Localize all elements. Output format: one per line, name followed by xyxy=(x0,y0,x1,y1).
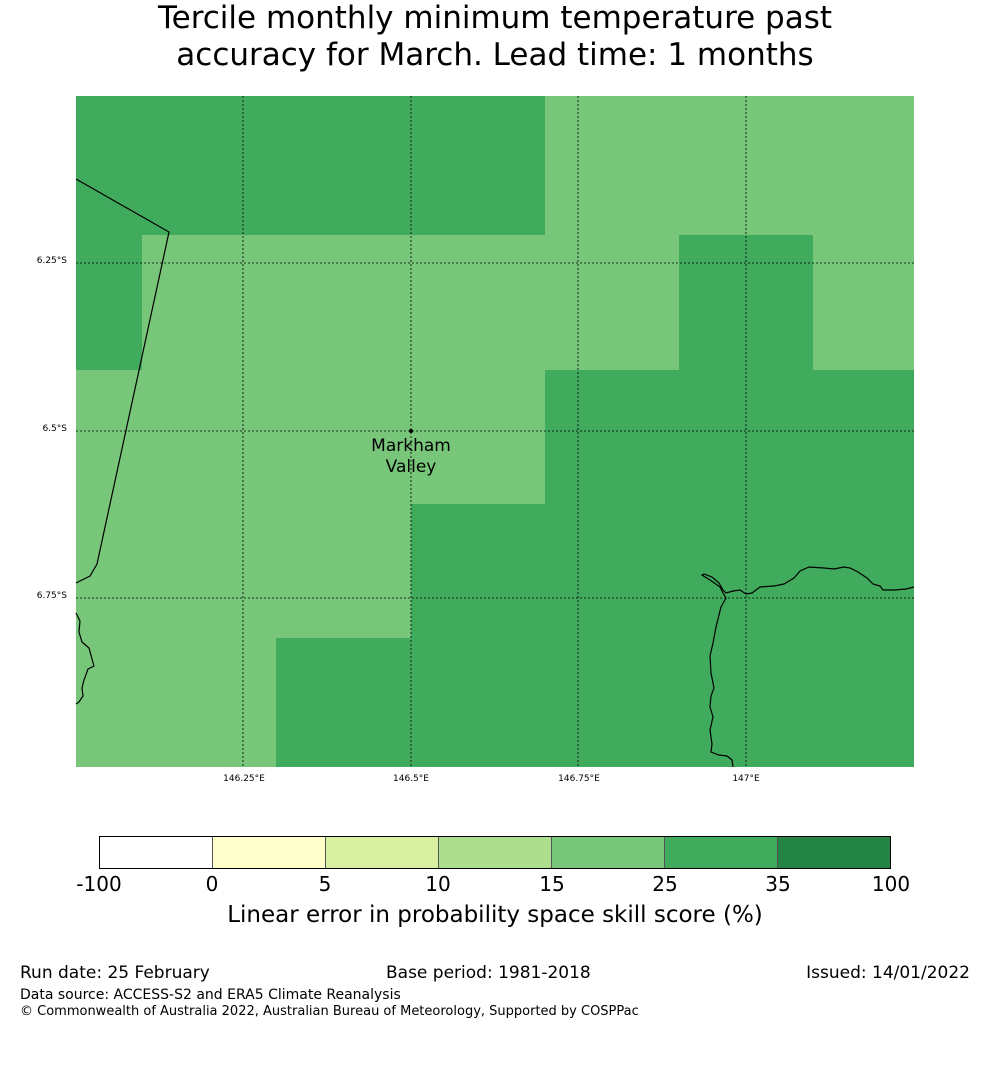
cell-25-35-south xyxy=(276,638,411,767)
data-source: Data source: ACCESS-S2 and ERA5 Climate … xyxy=(20,987,401,1003)
colorbar-segment xyxy=(778,837,890,868)
place-label-markham-valley: Markham Valley xyxy=(352,436,470,478)
coastline-borders xyxy=(75,178,915,768)
cell-25-35-east xyxy=(545,370,914,504)
markham-valley-marker xyxy=(409,429,413,433)
colorbar-tick: 35 xyxy=(765,872,791,896)
colorbar-segment xyxy=(552,837,665,868)
colorbar-tick: 5 xyxy=(318,872,332,896)
run-date: Run date: 25 February xyxy=(20,963,210,983)
skill-score-map xyxy=(75,96,915,768)
colorbar-tick: -100 xyxy=(76,872,122,896)
colorbar-segment xyxy=(213,837,326,868)
coastline-west xyxy=(75,612,95,705)
lat-label-6-5: 6.5°S xyxy=(42,424,67,434)
colorbar-segment xyxy=(100,837,213,868)
cell-25-35-southeast xyxy=(411,504,914,767)
lon-label-146-5: 146.5°E xyxy=(393,774,429,784)
map-title: Tercile monthly minimum temperature past… xyxy=(0,0,990,74)
colorbar-segment xyxy=(326,837,439,868)
border-line xyxy=(75,178,170,584)
colorbar-tick: 10 xyxy=(425,872,451,896)
place-name-line-2: Valley xyxy=(385,457,437,477)
colorbar-label: Linear error in probability space skill … xyxy=(227,902,763,928)
lat-label-6-25: 6.25°S xyxy=(36,256,67,266)
lon-label-146-25: 146.25°E xyxy=(223,774,265,784)
title-line-2: accuracy for March. Lead time: 1 months xyxy=(176,37,814,73)
coastline-east xyxy=(700,566,915,768)
lon-label-147: 147°E xyxy=(732,774,760,784)
title-line-1: Tercile monthly minimum temperature past xyxy=(157,0,833,36)
colorbar-tick: 15 xyxy=(539,872,565,896)
skill-cells xyxy=(76,96,914,767)
lat-label-6-75: 6.75°S xyxy=(36,591,67,601)
cell-25-35-left xyxy=(76,235,142,370)
place-name-line-1: Markham xyxy=(371,436,451,456)
lon-label-146-75: 146.75°E xyxy=(558,774,600,784)
colorbar-segment xyxy=(439,837,552,868)
colorbar-tick: 0 xyxy=(205,872,219,896)
issued-date: Issued: 14/01/2022 xyxy=(806,963,970,983)
base-period: Base period: 1981-2018 xyxy=(386,963,591,983)
copyright-notice: © Commonwealth of Australia 2022, Austra… xyxy=(20,1004,639,1019)
colorbar-tick: 25 xyxy=(652,872,678,896)
colorbar-segment xyxy=(665,837,778,868)
colorbar-tick: 100 xyxy=(871,872,911,896)
cell-25-35-top xyxy=(76,96,545,235)
colorbar xyxy=(99,836,891,869)
